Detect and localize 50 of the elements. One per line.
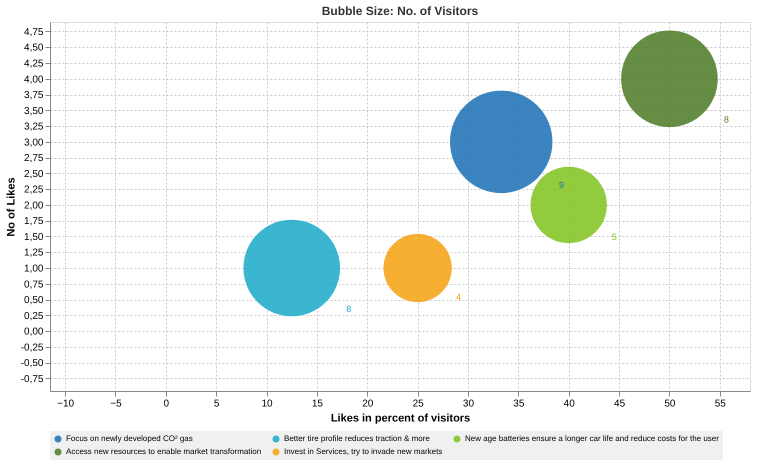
y-tick-label: 2,50: [24, 168, 44, 180]
y-tick-label: 2,00: [24, 200, 44, 212]
y-tick-label: 1,25: [24, 248, 44, 259]
data-label: 9: [559, 180, 564, 190]
y-tick-label: 1,75: [24, 216, 44, 228]
y-tick-label: 1,50: [24, 232, 44, 243]
data-label: 5: [612, 232, 617, 242]
data-label: 8: [724, 114, 729, 125]
x-tick-label: 45: [614, 398, 626, 410]
x-tick-label: −5: [110, 398, 122, 410]
x-axis-title: Likes in percent of visitors: [330, 412, 470, 424]
legend-label: Access new resources to enable market transformation: [66, 447, 262, 456]
data-label: 8: [346, 304, 352, 314]
x-tick-label: 55: [714, 398, 726, 410]
y-tick-label: 0,00: [24, 326, 44, 338]
y-tick-label: -0,50: [20, 358, 44, 370]
x-tick-label: 10: [261, 398, 274, 410]
y-tick-label: 3,00: [24, 137, 44, 148]
x-tick-label: 15: [312, 398, 324, 410]
legend-label: Invest in Services, try to invade new markets: [284, 447, 442, 456]
y-tick-label: -0,75: [20, 374, 44, 385]
x-tick-label: 20: [362, 398, 374, 410]
legend-label: Better tire profile reduces traction & more: [284, 434, 430, 443]
y-tick-label: 1,00: [24, 264, 44, 274]
y-tick-label: 3,50: [24, 106, 44, 117]
y-tick-label: 4,25: [24, 58, 44, 70]
x-tick-label: −10: [57, 398, 75, 410]
y-tick-label: 2,25: [24, 184, 44, 196]
y-axis-title: No of Likes: [6, 177, 18, 237]
y-tick-label: -0,25: [20, 342, 44, 354]
y-tick-label: 2,75: [24, 153, 44, 164]
y-tick-label: 0,50: [24, 295, 44, 306]
x-tick-label: 35: [513, 398, 525, 410]
y-tick-label: 4,00: [24, 74, 44, 86]
x-tick-label: 5: [214, 398, 220, 410]
x-tick-label: 50: [664, 398, 676, 410]
legend-label: New age batteries ensure a longer car life and reduce costs for the user: [465, 434, 720, 443]
y-tick-label: 0,25: [24, 310, 44, 322]
data-label: 4: [456, 292, 462, 302]
y-tick-label: 4,75: [24, 26, 44, 38]
x-tick-label: 25: [412, 398, 424, 410]
x-tick-label: 30: [462, 398, 474, 410]
legend-label: Focus on newly developed CO² gas: [66, 434, 193, 443]
x-tick-label: 0: [164, 398, 170, 410]
chart-title: Bubble Size: No. of Visitors: [322, 4, 479, 18]
y-tick-label: 3,75: [24, 90, 44, 102]
y-tick-label: 0,75: [24, 279, 44, 290]
x-tick-label: 40: [564, 398, 576, 410]
y-tick-label: 4,50: [24, 42, 44, 54]
y-tick-label: 3,25: [24, 122, 44, 133]
